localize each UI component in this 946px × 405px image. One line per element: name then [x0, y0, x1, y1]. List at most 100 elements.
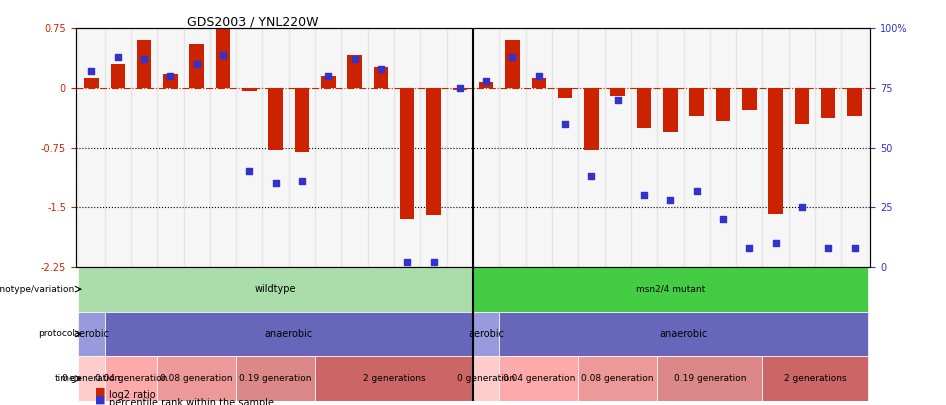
- Bar: [815, 28, 841, 267]
- Point: [715, 216, 730, 222]
- Bar: [578, 28, 604, 267]
- Bar: [262, 28, 289, 267]
- Text: msn2/4 mutant: msn2/4 mutant: [636, 285, 705, 294]
- Bar: [374, 66, 388, 88]
- Bar: [795, 88, 809, 124]
- Point: [795, 204, 810, 211]
- Point: [847, 245, 862, 251]
- Point: [742, 245, 757, 251]
- Bar: [821, 88, 835, 118]
- Text: time: time: [54, 374, 75, 383]
- Bar: [716, 88, 730, 122]
- Bar: [131, 28, 157, 267]
- Bar: [79, 267, 473, 311]
- Bar: [684, 28, 710, 267]
- Bar: [657, 28, 684, 267]
- Bar: [631, 28, 657, 267]
- Bar: [400, 88, 414, 219]
- Point: [84, 68, 99, 75]
- Text: GDS2003 / YNL220W: GDS2003 / YNL220W: [187, 15, 319, 28]
- Bar: [552, 28, 578, 267]
- Bar: [105, 356, 157, 401]
- Bar: [236, 356, 315, 401]
- Bar: [499, 28, 526, 267]
- Bar: [394, 28, 420, 267]
- Point: [426, 259, 441, 265]
- Text: 2 generations: 2 generations: [362, 374, 426, 383]
- Bar: [236, 28, 262, 267]
- Point: [136, 56, 151, 63]
- Bar: [848, 88, 862, 116]
- Text: 0.04 generation: 0.04 generation: [95, 374, 167, 383]
- Text: 0.08 generation: 0.08 generation: [161, 374, 233, 383]
- Bar: [210, 28, 236, 267]
- Text: genotype/variation: genotype/variation: [0, 285, 75, 294]
- Bar: [499, 356, 578, 401]
- Bar: [742, 88, 757, 110]
- Bar: [657, 356, 762, 401]
- Text: 0.08 generation: 0.08 generation: [582, 374, 654, 383]
- Bar: [499, 311, 867, 356]
- Bar: [420, 28, 447, 267]
- Bar: [604, 28, 631, 267]
- Bar: [841, 28, 867, 267]
- Bar: [84, 79, 98, 88]
- Text: percentile rank within the sample: percentile rank within the sample: [109, 398, 273, 405]
- Text: 0.19 generation: 0.19 generation: [674, 374, 746, 383]
- Text: 0.19 generation: 0.19 generation: [239, 374, 312, 383]
- Bar: [558, 88, 572, 98]
- Point: [268, 180, 283, 187]
- Point: [189, 61, 204, 67]
- Bar: [526, 28, 552, 267]
- Bar: [342, 28, 368, 267]
- Bar: [163, 74, 178, 88]
- Point: [111, 54, 126, 60]
- Point: [399, 259, 414, 265]
- Bar: [216, 28, 230, 88]
- Text: 0 generation: 0 generation: [457, 374, 516, 383]
- Text: log2 ratio: log2 ratio: [109, 390, 155, 400]
- Bar: [762, 356, 867, 401]
- Text: 0 generation: 0 generation: [62, 374, 120, 383]
- Bar: [137, 40, 151, 88]
- Bar: [315, 356, 473, 401]
- Point: [768, 240, 783, 246]
- Bar: [585, 88, 599, 150]
- Bar: [637, 88, 651, 128]
- Point: [557, 121, 572, 127]
- Text: 2 generations: 2 generations: [783, 374, 847, 383]
- Point: [294, 178, 309, 184]
- Bar: [473, 267, 867, 311]
- Bar: [269, 88, 283, 150]
- Bar: [473, 356, 499, 401]
- Point: [216, 51, 231, 58]
- Bar: [79, 28, 105, 267]
- Bar: [473, 311, 499, 356]
- Point: [479, 78, 494, 84]
- Bar: [79, 311, 105, 356]
- Text: ■: ■: [95, 395, 105, 405]
- Point: [610, 97, 625, 103]
- Point: [374, 66, 389, 72]
- Bar: [289, 28, 315, 267]
- Point: [505, 54, 520, 60]
- Bar: [768, 88, 783, 213]
- Text: ■: ■: [95, 387, 105, 397]
- Bar: [157, 28, 184, 267]
- Text: 0.04 generation: 0.04 generation: [502, 374, 575, 383]
- Bar: [368, 28, 394, 267]
- Bar: [473, 28, 499, 267]
- Point: [637, 192, 652, 198]
- Point: [163, 73, 178, 79]
- Bar: [111, 64, 125, 88]
- Bar: [295, 88, 309, 151]
- Bar: [157, 356, 236, 401]
- Bar: [189, 44, 204, 88]
- Bar: [452, 88, 467, 90]
- Text: protocol: protocol: [38, 329, 75, 339]
- Bar: [321, 76, 336, 88]
- Bar: [242, 88, 256, 91]
- Bar: [427, 88, 441, 215]
- Text: wildtype: wildtype: [254, 284, 296, 294]
- Bar: [663, 88, 677, 132]
